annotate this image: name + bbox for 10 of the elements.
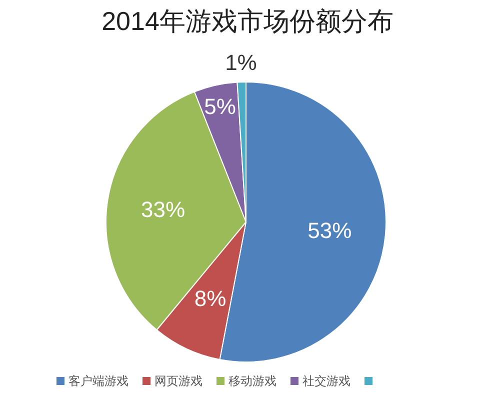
data-label: 8% [194, 286, 226, 312]
legend-label: 客户端游戏 [68, 374, 128, 388]
data-label: 53% [308, 218, 352, 243]
legend-label: 移动游戏 [228, 374, 276, 388]
data-label: 5% [204, 94, 236, 119]
data-label: 33% [141, 196, 186, 222]
data-label: 1% [225, 50, 257, 76]
chart-title: 2014年游戏市场份额分布 [102, 6, 394, 36]
legend-label: 网页游戏 [154, 374, 202, 388]
legend-label: 社交游戏 [302, 374, 350, 388]
